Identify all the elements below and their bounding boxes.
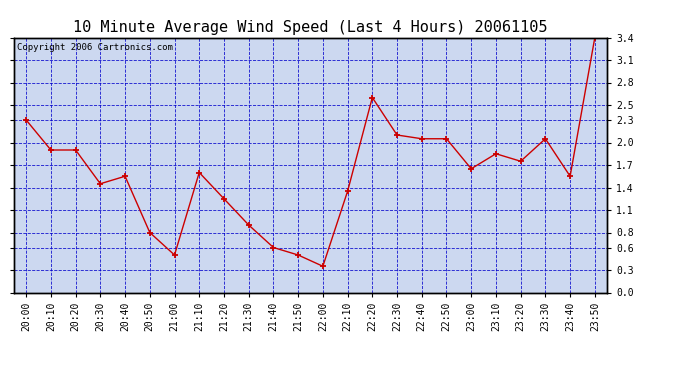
Text: Copyright 2006 Cartronics.com: Copyright 2006 Cartronics.com [17,43,172,52]
Title: 10 Minute Average Wind Speed (Last 4 Hours) 20061105: 10 Minute Average Wind Speed (Last 4 Hou… [73,20,548,35]
